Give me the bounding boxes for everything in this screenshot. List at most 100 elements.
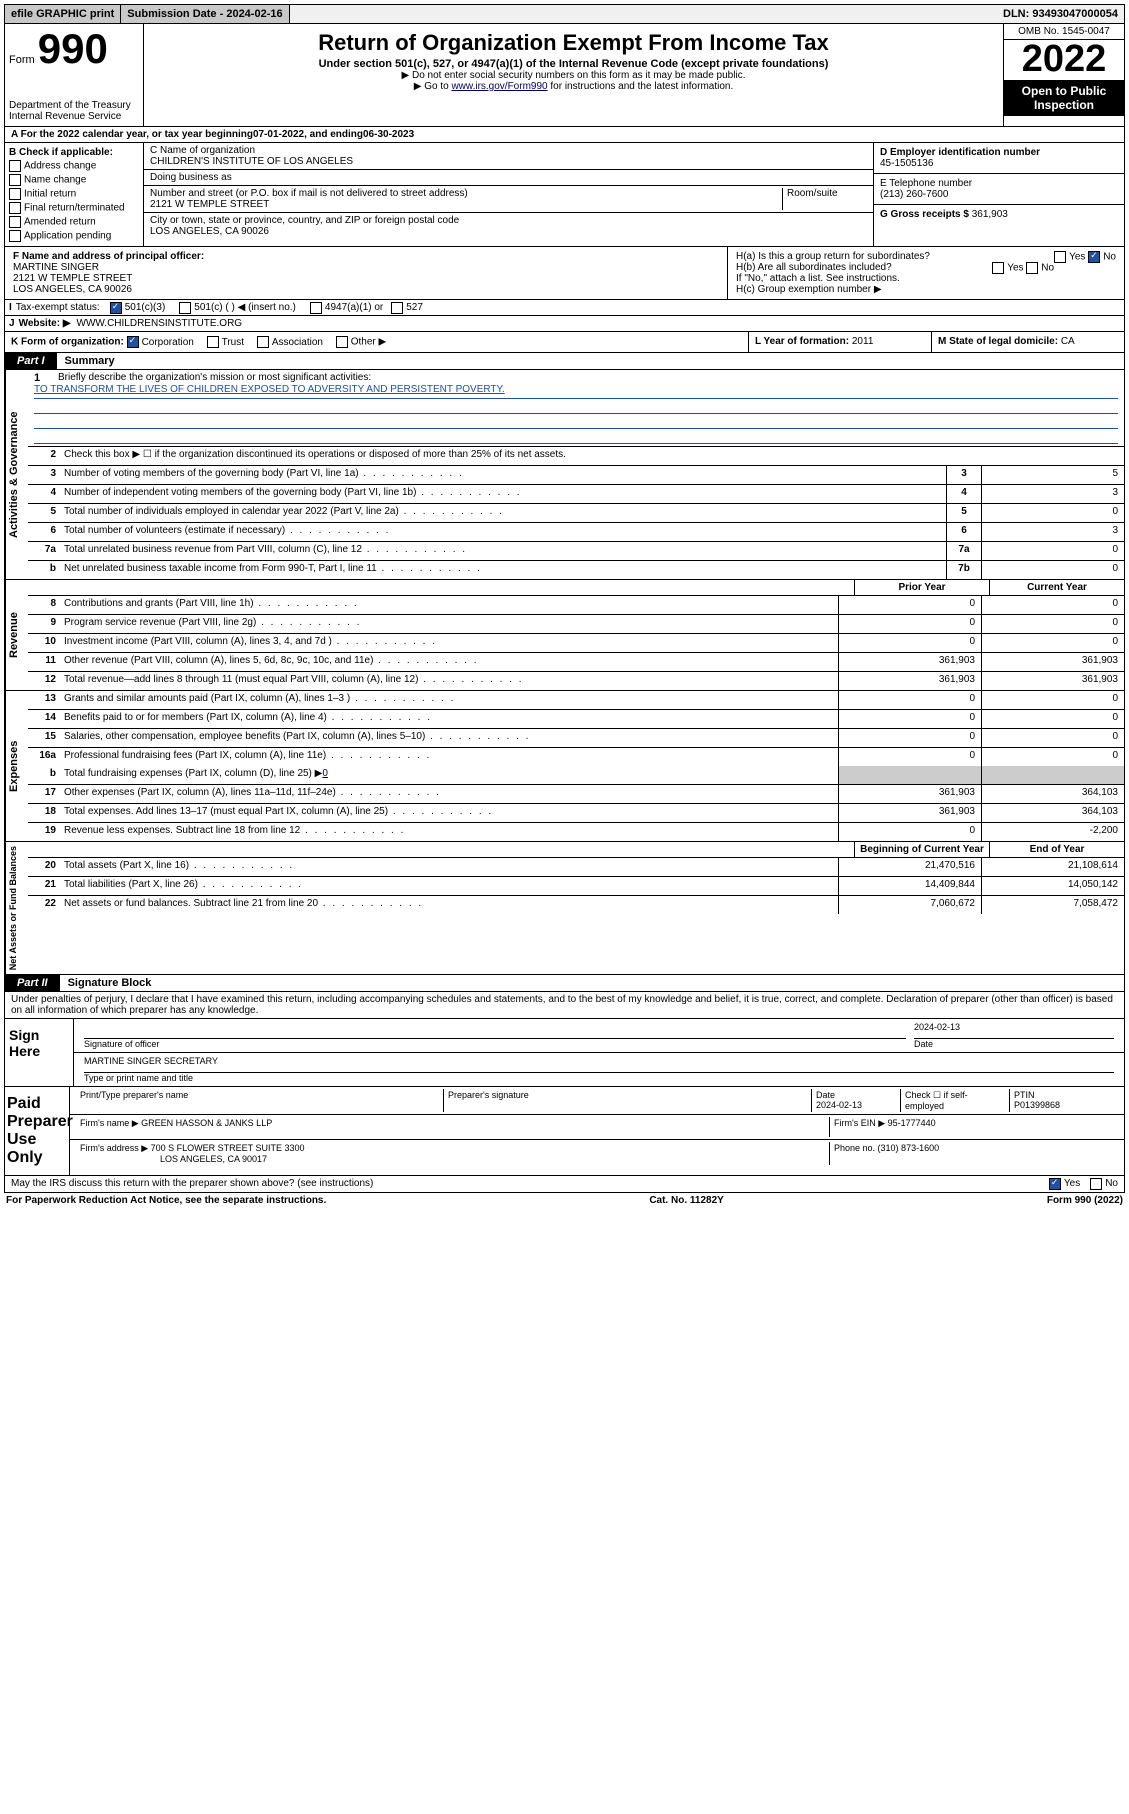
firm-name: GREEN HASSON & JANKS LLP bbox=[141, 1118, 272, 1128]
gross-label: G Gross receipts $ bbox=[880, 209, 972, 220]
line-desc: Professional fundraising fees (Part IX, … bbox=[60, 748, 838, 766]
cb-label: Amended return bbox=[24, 217, 96, 228]
line-val: 0 bbox=[981, 561, 1124, 579]
cb-discuss-no[interactable] bbox=[1090, 1178, 1102, 1190]
line-7a: 7a Total unrelated business revenue from… bbox=[28, 542, 1124, 561]
line-boxnum: 6 bbox=[946, 523, 981, 541]
opt-501c: 501(c) ( ) ◀ (insert no.) bbox=[194, 302, 310, 313]
efile-print-button[interactable]: efile GRAPHIC print bbox=[5, 5, 121, 23]
footer-right: Form 990 (2022) bbox=[1047, 1195, 1123, 1206]
line-num: 19 bbox=[28, 823, 60, 841]
discuss-no: No bbox=[1105, 1178, 1118, 1190]
line-num: 7a bbox=[28, 542, 60, 560]
cb-label: Final return/terminated bbox=[24, 203, 125, 214]
cb-address-change[interactable]: Address change bbox=[9, 160, 139, 172]
cb-corp[interactable] bbox=[127, 336, 139, 348]
dln: DLN: 93493047000054 bbox=[997, 5, 1124, 23]
sig-officer-label: Signature of officer bbox=[84, 1039, 906, 1049]
no-label: No bbox=[1103, 252, 1116, 263]
line-val: 3 bbox=[981, 485, 1124, 503]
line-boxnum: 3 bbox=[946, 466, 981, 484]
officer-label: F Name and address of principal officer: bbox=[13, 251, 719, 262]
line-current: 14,050,142 bbox=[981, 877, 1124, 895]
discuss-row: May the IRS discuss this return with the… bbox=[4, 1176, 1125, 1193]
ein: 45-1505136 bbox=[880, 158, 1118, 169]
cb-trust[interactable] bbox=[207, 336, 219, 348]
dln-label: DLN: bbox=[1003, 8, 1032, 20]
line-11: 11 Other revenue (Part VIII, column (A),… bbox=[28, 653, 1124, 672]
cb-name-change[interactable]: Name change bbox=[9, 174, 139, 186]
line-2: 2 Check this box ▶ ☐ if the organization… bbox=[28, 447, 1124, 466]
opt-4947: 4947(a)(1) or bbox=[325, 302, 391, 313]
revenue-section: Revenue Prior Year Current Year 8 Contri… bbox=[4, 580, 1125, 691]
cb-assoc[interactable] bbox=[257, 336, 269, 348]
firm-phone-label: Phone no. bbox=[834, 1143, 878, 1153]
klm-row: K Form of organization: Corporation Trus… bbox=[4, 332, 1125, 353]
line-desc: Revenue less expenses. Subtract line 18 … bbox=[60, 823, 838, 841]
form-word: Form bbox=[9, 54, 35, 66]
line-num: 18 bbox=[28, 804, 60, 822]
line-8: 8 Contributions and grants (Part VIII, l… bbox=[28, 596, 1124, 615]
line-current: 0 bbox=[981, 710, 1124, 728]
cb-other[interactable] bbox=[336, 336, 348, 348]
mission-label: Briefly describe the organization's miss… bbox=[58, 372, 1118, 384]
cb-501c3[interactable] bbox=[110, 302, 122, 314]
part1-header: Part I Summary bbox=[4, 353, 1125, 370]
line-boxnum: 4 bbox=[946, 485, 981, 503]
line-prior: 0 bbox=[838, 634, 981, 652]
line-desc: Investment income (Part VIII, column (A)… bbox=[60, 634, 838, 652]
line-desc: Total unrelated business revenue from Pa… bbox=[60, 542, 946, 560]
cb-amended[interactable]: Amended return bbox=[9, 216, 139, 228]
opt-assoc: Association bbox=[272, 337, 333, 348]
website-label: Website: ▶ bbox=[19, 318, 77, 329]
cb-label: Application pending bbox=[24, 231, 111, 242]
line-val: 5 bbox=[981, 466, 1124, 484]
open-inspection: Open to Public Inspection bbox=[1004, 80, 1124, 116]
prior-year-header: Prior Year bbox=[854, 580, 989, 595]
cb-527[interactable] bbox=[391, 302, 403, 314]
opt-trust: Trust bbox=[222, 337, 254, 348]
year-form-label: L Year of formation: bbox=[755, 336, 852, 347]
period-begin: 07-01-2022 bbox=[253, 129, 304, 140]
org-name: CHILDREN'S INSTITUTE OF LOS ANGELES bbox=[150, 156, 867, 167]
cb-discuss-yes[interactable] bbox=[1049, 1178, 1061, 1190]
line-desc: Program service revenue (Part VIII, line… bbox=[60, 615, 838, 633]
dln-value: 93493047000054 bbox=[1032, 8, 1118, 20]
filer-grid: B Check if applicable: Address change Na… bbox=[4, 143, 1125, 247]
line-desc: Total liabilities (Part X, line 26) bbox=[60, 877, 838, 895]
city: LOS ANGELES, CA 90026 bbox=[150, 226, 867, 237]
line-num: 12 bbox=[28, 672, 60, 690]
period-end: 06-30-2023 bbox=[363, 129, 414, 140]
firm-addr-label: Firm's address ▶ bbox=[80, 1143, 151, 1153]
box-b: B Check if applicable: Address change Na… bbox=[5, 143, 144, 246]
irs-link[interactable]: www.irs.gov/Form990 bbox=[451, 81, 547, 92]
submission-date-button[interactable]: Submission Date - 2024-02-16 bbox=[121, 5, 289, 23]
line-5: 5 Total number of individuals employed i… bbox=[28, 504, 1124, 523]
line-6: 6 Total number of volunteers (estimate i… bbox=[28, 523, 1124, 542]
phone-label: E Telephone number bbox=[880, 178, 1118, 189]
line-current: 0 bbox=[981, 729, 1124, 747]
ein-label: D Employer identification number bbox=[880, 147, 1118, 158]
discuss-question: May the IRS discuss this return with the… bbox=[11, 1178, 1049, 1190]
line-num: 8 bbox=[28, 596, 60, 614]
cb-initial-return[interactable]: Initial return bbox=[9, 188, 139, 200]
line-num: 6 bbox=[28, 523, 60, 541]
line-desc: Net unrelated business taxable income fr… bbox=[60, 561, 946, 579]
mission-blank bbox=[34, 399, 1118, 414]
line-prior: 361,903 bbox=[838, 804, 981, 822]
line-current: 0 bbox=[981, 634, 1124, 652]
line2-desc: Check this box ▶ ☐ if the organization d… bbox=[60, 447, 1124, 465]
hb-note: If "No," attach a list. See instructions… bbox=[736, 273, 1116, 284]
footer-left: For Paperwork Reduction Act Notice, see … bbox=[6, 1195, 326, 1206]
cb-app-pending[interactable]: Application pending bbox=[9, 230, 139, 242]
goto-pre: ▶ Go to bbox=[414, 81, 452, 92]
hb-label: H(b) Are all subordinates included? bbox=[736, 262, 892, 273]
cb-4947[interactable] bbox=[310, 302, 322, 314]
cb-final-return[interactable]: Final return/terminated bbox=[9, 202, 139, 214]
line-prior: 361,903 bbox=[838, 785, 981, 803]
line-desc: Other revenue (Part VIII, column (A), li… bbox=[60, 653, 838, 671]
line-prior: 7,060,672 bbox=[838, 896, 981, 914]
line-num: 21 bbox=[28, 877, 60, 895]
cb-501c[interactable] bbox=[179, 302, 191, 314]
line-desc: Total revenue—add lines 8 through 11 (mu… bbox=[60, 672, 838, 690]
